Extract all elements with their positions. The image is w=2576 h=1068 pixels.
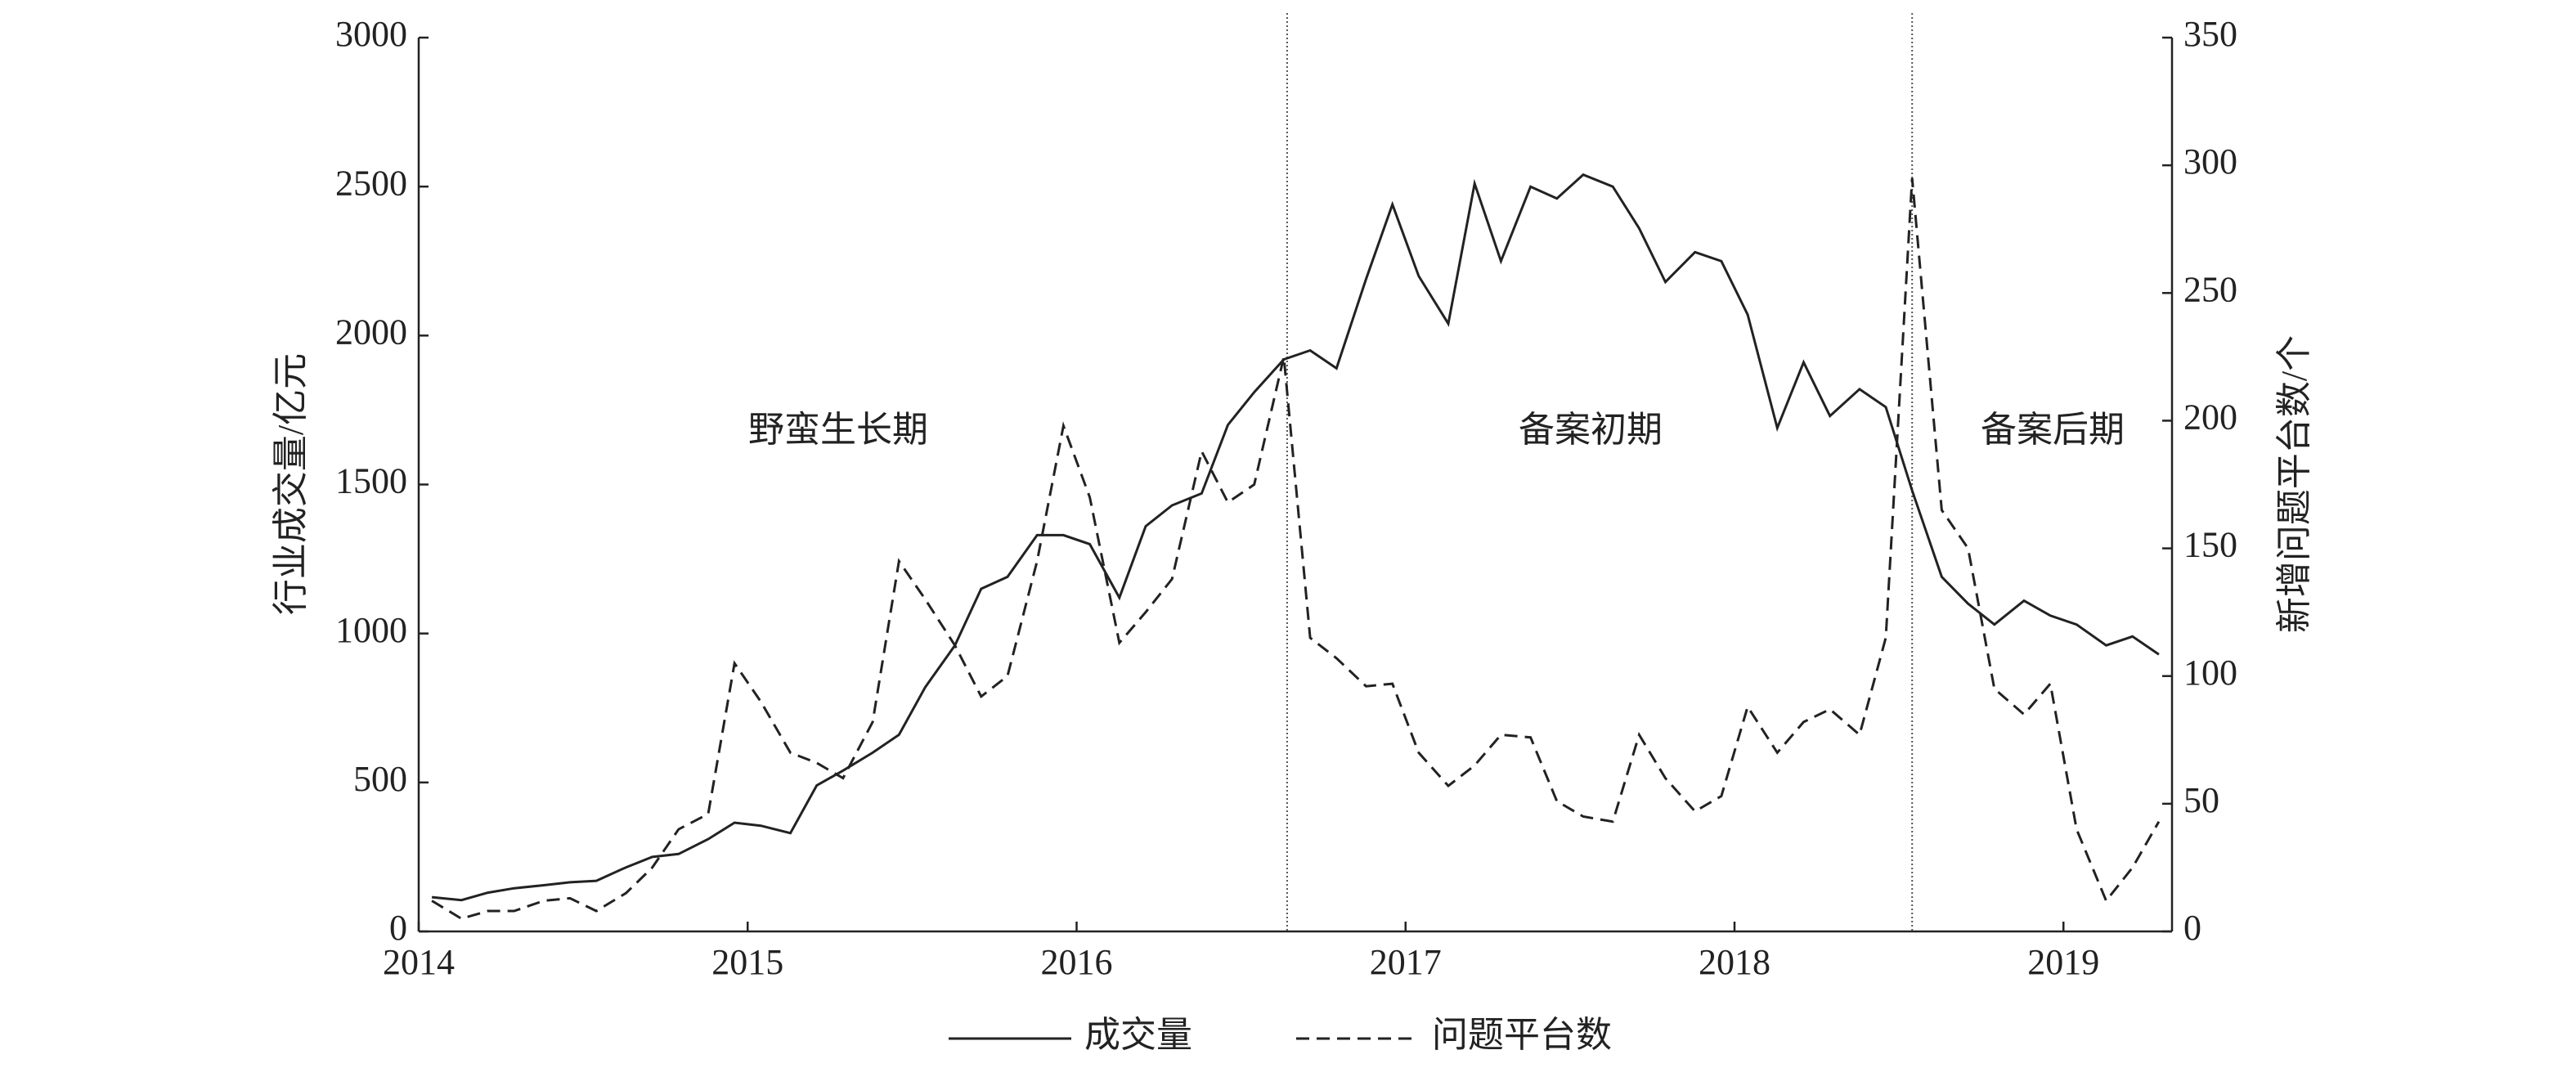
y2-tick-label: 150: [2183, 525, 2237, 565]
y-tick-label: 1000: [335, 610, 407, 650]
x-tick-label: 2015: [711, 942, 783, 982]
y2-axis-label: 新增问题平台数/个: [2274, 335, 2314, 633]
y2-tick-label: 100: [2183, 653, 2237, 693]
annotation: 备案后期: [1981, 410, 2125, 450]
y-tick-label: 1500: [335, 461, 407, 501]
y-tick-label: 500: [353, 759, 407, 799]
y-tick-label: 3000: [335, 14, 407, 54]
annotation: 备案初期: [1519, 410, 1663, 450]
annotation: 野蛮生长期: [748, 410, 928, 450]
y2-tick-label: 50: [2183, 780, 2219, 820]
legend-label: 问题平台数: [1432, 1015, 1612, 1055]
x-tick-label: 2014: [383, 942, 455, 982]
y2-tick-label: 250: [2183, 269, 2237, 309]
y-tick-label: 0: [389, 908, 407, 948]
series-line: [431, 177, 2161, 921]
series-line: [431, 173, 2160, 902]
x-tick-label: 2018: [1699, 942, 1770, 982]
y-tick-label: 2500: [335, 163, 407, 203]
x-tick-label: 2016: [1041, 942, 1113, 982]
y2-tick-label: 200: [2183, 397, 2237, 438]
y2-tick-label: 0: [2183, 908, 2201, 948]
y-axis-label: 行业成交量/亿元: [271, 353, 311, 615]
y2-tick-label: 350: [2183, 14, 2237, 54]
legend-label: 成交量: [1084, 1015, 1192, 1055]
y2-tick-label: 300: [2183, 141, 2237, 182]
x-tick-label: 2017: [1370, 942, 1442, 982]
y-tick-label: 2000: [335, 312, 407, 352]
x-tick-label: 2019: [2027, 942, 2099, 982]
